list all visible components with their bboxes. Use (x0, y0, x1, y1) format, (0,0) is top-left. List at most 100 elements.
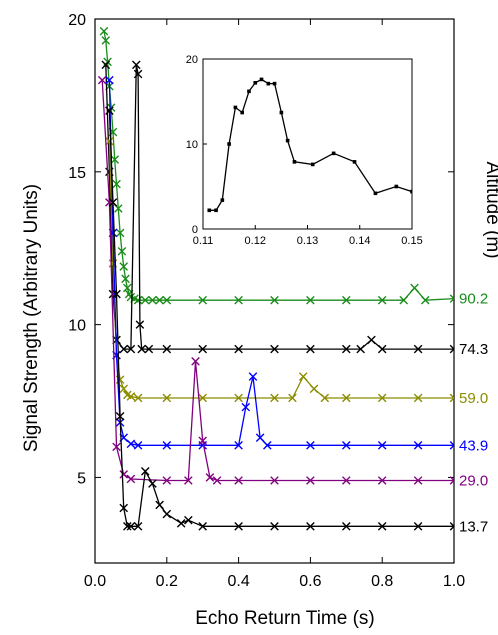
data-point (255, 433, 265, 442)
data-point (306, 476, 315, 485)
data-point (119, 344, 129, 354)
data-point (298, 372, 308, 381)
data-point (342, 522, 351, 531)
data-point (367, 335, 376, 345)
altitude-label: 90.2 (459, 291, 488, 308)
data-point (126, 474, 136, 484)
data-point (155, 295, 164, 305)
inset-x-tick-label: 0.11 (193, 235, 214, 247)
y-axis-title: Signal Strength (Arbitrary Units) (21, 184, 42, 452)
data-point (112, 442, 121, 452)
data-point (320, 393, 330, 403)
data-point (377, 344, 387, 354)
data-point (234, 344, 243, 354)
data-point (191, 356, 200, 366)
inset-x-tick-label: 0.15 (401, 235, 422, 247)
data-point (270, 522, 279, 531)
data-point (148, 295, 157, 305)
inset-data-point (266, 81, 271, 86)
inset-data-point (285, 138, 290, 143)
data-point (105, 106, 114, 115)
data-point (234, 295, 243, 305)
inset-y-tick-label: 10 (186, 139, 198, 151)
data-point (306, 295, 315, 305)
x-axis-title: Echo Return Time (s) (195, 608, 375, 629)
data-point (101, 60, 111, 70)
data-point (121, 274, 130, 284)
data-point (108, 198, 118, 207)
data-point (270, 393, 279, 403)
data-point (133, 522, 143, 531)
inset-x-tick-label: 0.14 (349, 235, 370, 247)
data-point (449, 441, 454, 450)
data-point (101, 36, 111, 45)
data-point (309, 384, 319, 394)
y-tick-label: 15 (68, 165, 86, 182)
data-point (410, 283, 419, 293)
inset-data-point (233, 105, 238, 110)
data-point (105, 198, 114, 207)
data-point (162, 295, 172, 305)
y-tick-label: 5 (77, 470, 86, 487)
data-point (413, 522, 423, 531)
inset-data-point (373, 191, 378, 196)
data-point (234, 393, 243, 403)
data-point (377, 393, 387, 403)
x-tick-label: 0.6 (299, 573, 321, 590)
data-point (288, 393, 297, 403)
inset-data-point (214, 208, 218, 213)
x-tick-label: 0.8 (371, 573, 393, 590)
inset-data-point (253, 81, 258, 85)
data-point (377, 522, 387, 531)
data-point (155, 500, 164, 510)
data-point (123, 522, 132, 531)
inset-data-point (220, 198, 225, 202)
data-point (126, 344, 136, 354)
inset-data-point (279, 110, 284, 115)
data-point (119, 503, 129, 513)
altitude-label: 13.7 (459, 518, 488, 535)
inset-data-point (352, 160, 357, 164)
data-point (234, 522, 243, 531)
data-point (377, 441, 387, 450)
inset-data-point (310, 162, 315, 167)
plot-area: 0.0 0.2 0.4 0.6 0.8 1.0 5 10 15 20 90.2 74.3 59.0 43.… (68, 12, 488, 590)
data-point (270, 295, 279, 305)
data-point (162, 509, 172, 519)
data-point (123, 283, 132, 293)
inset-data-point (272, 81, 277, 86)
data-point (126, 392, 136, 401)
data-point (377, 476, 387, 485)
inset-x-tick-label: 0.13 (297, 235, 318, 247)
data-point (342, 441, 351, 450)
data-point (449, 294, 454, 303)
data-point (184, 476, 193, 485)
inset-y-tick-label: 20 (186, 54, 198, 66)
data-point (234, 476, 243, 485)
data-point (413, 393, 423, 403)
x-tick-label: 0.2 (156, 573, 178, 590)
altitude-label: 59.0 (459, 390, 488, 407)
data-point (131, 60, 141, 70)
data-point (342, 393, 351, 403)
inset-data-point (331, 151, 336, 156)
inset-data-point (207, 208, 212, 213)
data-point (342, 344, 351, 354)
data-point (110, 155, 120, 164)
data-point (248, 372, 258, 381)
data-point (148, 479, 157, 488)
data-point (198, 344, 207, 354)
data-point (108, 289, 118, 299)
data-point (119, 262, 129, 271)
data-point (126, 522, 136, 531)
data-point (115, 412, 125, 421)
plot-frame (94, 18, 455, 564)
data-point (105, 75, 114, 85)
data-point (399, 295, 409, 305)
data-point (306, 441, 315, 450)
data-point (119, 384, 129, 394)
data-point (112, 179, 121, 189)
inset-x-tick-label: 0.12 (245, 235, 266, 247)
data-point (342, 295, 351, 305)
